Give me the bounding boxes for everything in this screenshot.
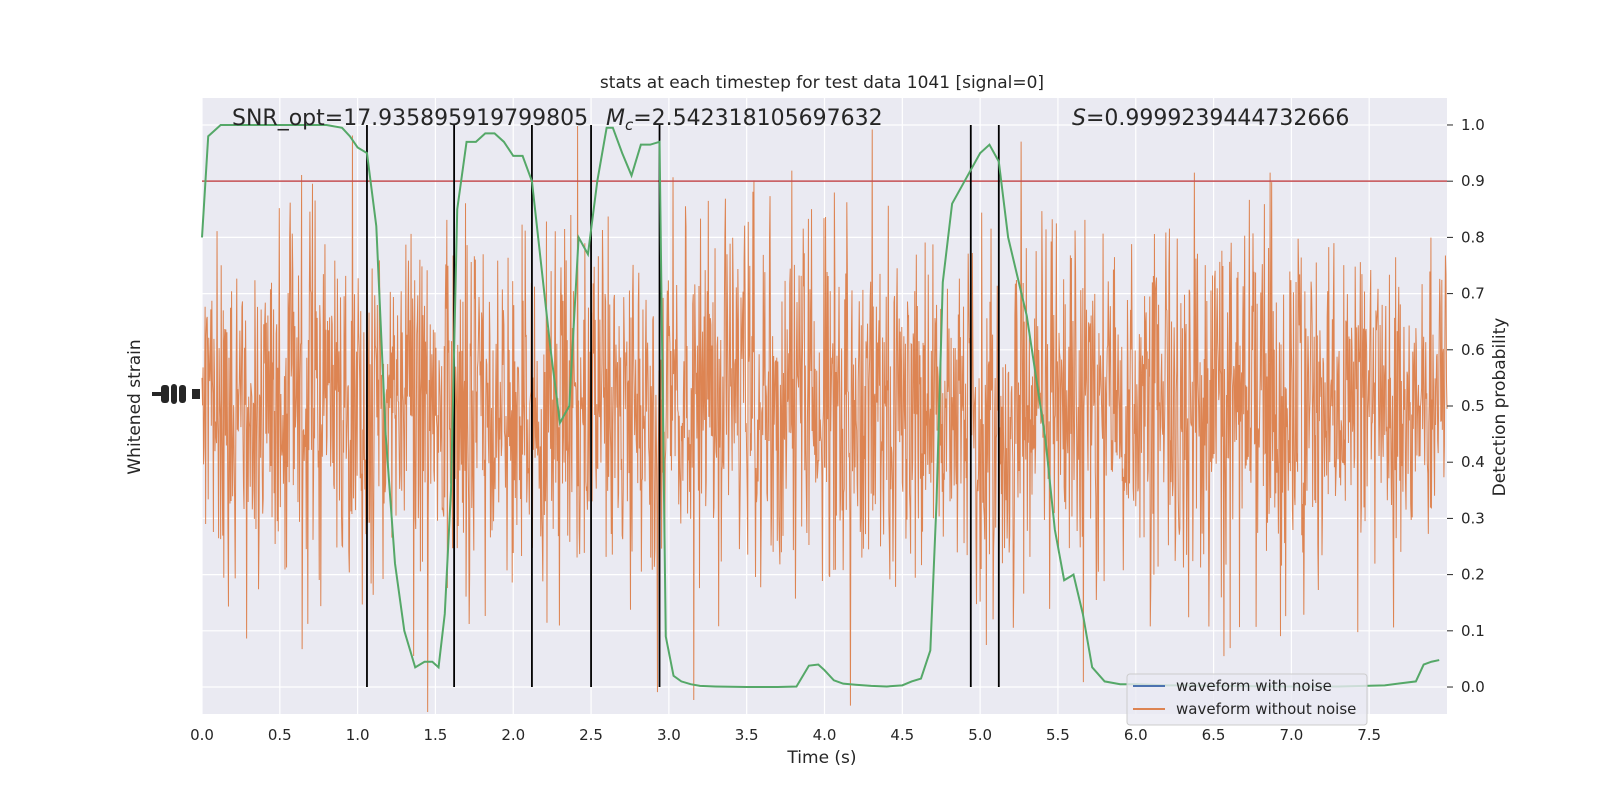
x-tick-label: 0.0 [190, 726, 214, 744]
waveform-layer [201, 125, 1448, 713]
x-tick-label: 6.5 [1202, 726, 1226, 744]
x-axis-ticks: 0.0 0.5 1.0 1.5 2.0 2.5 3.0 3.5 4.0 4.5 5.0 5.5 6.0 6… [190, 726, 1381, 744]
x-tick-label: 0.5 [268, 726, 292, 744]
y-axis-left-ticks [152, 384, 200, 404]
y-tick-label: 0.6 [1461, 341, 1485, 359]
x-tick-label: 6.0 [1124, 726, 1148, 744]
x-tick-label: 7.0 [1279, 726, 1303, 744]
left-tick-blob [192, 389, 200, 399]
score-value: =0.9999239444732666 [1086, 106, 1349, 131]
legend-label-waveform-without-noise: waveform without noise [1176, 700, 1356, 718]
chirp-mass-value: =2.542318105697632 [633, 106, 882, 131]
y-tick-label: 0.4 [1461, 453, 1485, 471]
y-tick-label: 0.5 [1461, 397, 1485, 415]
y-axis-right-ticks: 0.0 0.1 0.2 0.3 0.4 0.5 0.6 0.7 0.8 0.9 1.0 [1447, 116, 1485, 696]
chirp-mass-subscript: c [625, 116, 634, 134]
y-tick-label: 1.0 [1461, 116, 1485, 134]
y-tick-label: 0.1 [1461, 622, 1485, 640]
legend: waveform with noise waveform without noi… [1126, 673, 1368, 726]
left-tick-blob [171, 384, 177, 404]
snr-annotation: SNR_opt=17.935895919799805 [232, 106, 588, 131]
score-symbol: S [1072, 106, 1086, 131]
x-tick-label: 7.5 [1357, 726, 1381, 744]
left-tick-blob [152, 392, 166, 396]
y-axis-left-label: Whitened strain [125, 339, 145, 474]
x-tick-label: 4.0 [813, 726, 837, 744]
x-tick-label: 1.0 [346, 726, 370, 744]
series-detection-probability [201, 123, 1440, 689]
left-tick-blob [179, 385, 186, 403]
score-annotation: S=0.9999239444732666 [1072, 106, 1349, 131]
x-tick-label: 3.0 [657, 726, 681, 744]
legend-box [1126, 673, 1368, 726]
x-tick-label: 5.5 [1046, 726, 1070, 744]
y-axis-right-label: Detection probability [1490, 318, 1510, 497]
y-tick-label: 0.0 [1461, 678, 1485, 696]
chart-title: stats at each timestep for test data 104… [600, 73, 1044, 93]
x-tick-label: 4.5 [890, 726, 914, 744]
x-tick-label: 3.5 [735, 726, 759, 744]
y-tick-label: 0.7 [1461, 285, 1485, 303]
x-tick-label: 1.5 [424, 726, 448, 744]
y-tick-label: 0.9 [1461, 172, 1485, 190]
y-tick-label: 0.2 [1461, 566, 1485, 584]
x-tick-label: 5.0 [968, 726, 992, 744]
legend-label-waveform-with-noise: waveform with noise [1176, 677, 1332, 695]
x-tick-label: 2.5 [579, 726, 603, 744]
y-tick-label: 0.3 [1461, 509, 1485, 527]
y-tick-label: 0.8 [1461, 228, 1485, 246]
x-tick-label: 2.0 [501, 726, 525, 744]
series-waveform-without-noise [201, 125, 1448, 713]
left-tick-blob [161, 385, 169, 403]
chirp-mass-symbol: M [606, 106, 625, 131]
chirp-mass-annotation: Mc=2.542318105697632 [606, 106, 883, 134]
x-axis-label: Time (s) [786, 748, 856, 768]
